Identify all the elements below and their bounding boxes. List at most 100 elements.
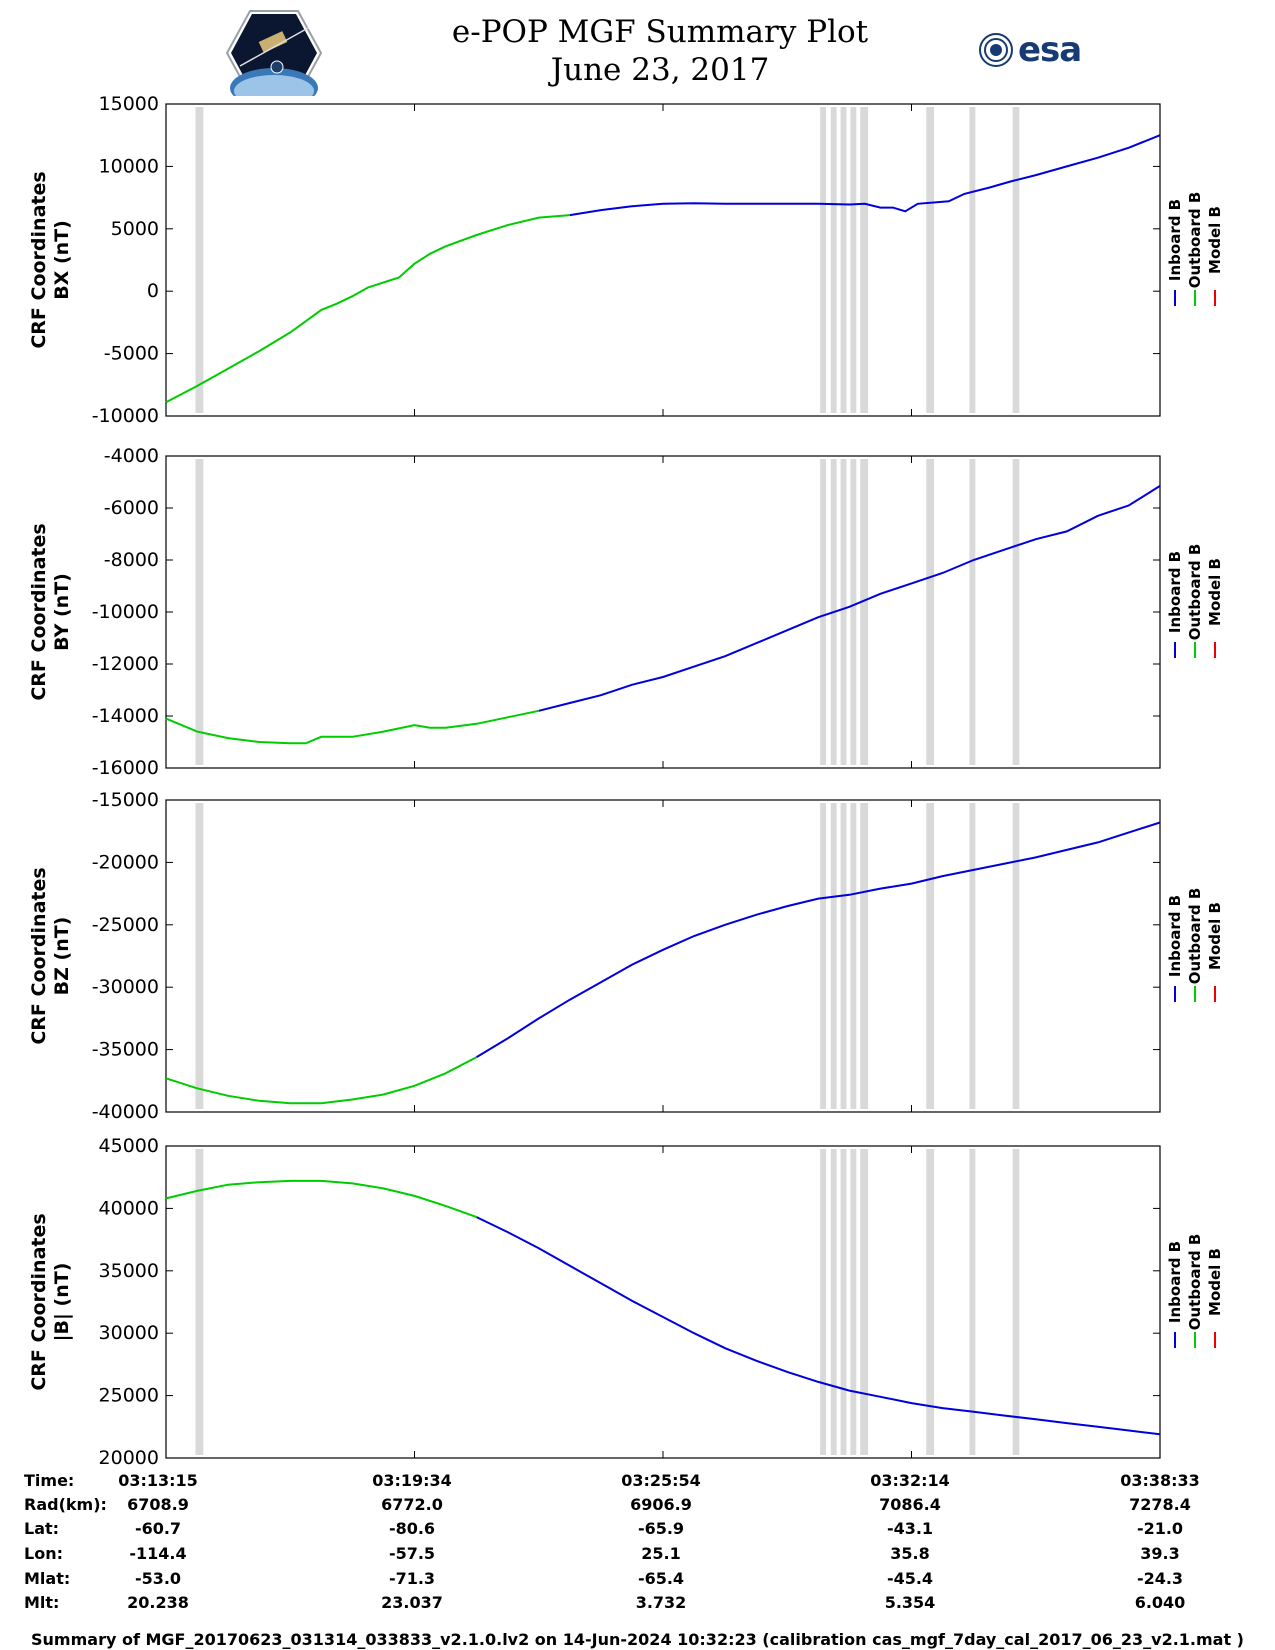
orbit-table-cell: -21.0	[1137, 1519, 1183, 1538]
series-line-outboard	[165, 214, 570, 404]
data-gap-band	[850, 1149, 857, 1455]
y-axis-label: CRF Coordinates	[28, 1213, 50, 1390]
data-gap-band	[830, 107, 837, 413]
orbit-table-cell: 6.040	[1135, 1593, 1186, 1612]
orbit-table-cell: 03:38:33	[1120, 1471, 1200, 1490]
orbit-table-cell: 25.1	[641, 1544, 680, 1563]
orbit-table-cell: -43.1	[887, 1519, 933, 1538]
legend-entry: Outboard B	[1186, 1234, 1204, 1331]
series-line-outboard	[165, 709, 540, 745]
y-tick-label: -4000	[104, 445, 159, 467]
data-gap-band	[969, 803, 976, 1109]
data-gap-band	[969, 1149, 976, 1455]
orbit-table-cell: -114.4	[129, 1544, 186, 1563]
orbit-row-label: Mlat:	[24, 1569, 70, 1588]
series-line-inboard	[476, 1216, 1161, 1436]
y-tick-label: -10000	[92, 405, 159, 427]
esa-logo: esa	[978, 30, 1082, 70]
data-gap-band	[850, 803, 857, 1109]
orbit-table-cell: 03:19:34	[372, 1471, 452, 1490]
legend-entry: Inboard B	[1166, 551, 1184, 633]
legend-entry: Model B	[1206, 902, 1224, 970]
data-gap-band	[820, 1149, 827, 1455]
orbit-table-cell: 6772.0	[381, 1495, 443, 1514]
data-gap-band	[840, 459, 847, 765]
plot-frame	[165, 103, 1161, 417]
orbit-table-cell: -71.3	[389, 1569, 435, 1588]
orbit-table-cell: 7278.4	[1129, 1495, 1191, 1514]
series-line-inboard	[538, 485, 1161, 712]
y-axis-label: BX (nT)	[51, 220, 73, 300]
panel-bz: -40000 -35000 -30000 -25000 -20000 -15000 CRF …	[28, 789, 1224, 1123]
orbit-table-cell: 6906.9	[630, 1495, 692, 1514]
y-axis-label: BZ (nT)	[51, 917, 73, 996]
data-gap-band	[926, 107, 935, 413]
y-tick-label: 0	[147, 280, 159, 302]
data-gap-band	[195, 803, 204, 1109]
series-line-inboard	[476, 821, 1161, 1058]
data-gap-band	[830, 1149, 837, 1455]
orbit-table-cell: -80.6	[389, 1519, 435, 1538]
legend-entry: Outboard B	[1186, 888, 1204, 985]
data-gap-band	[820, 803, 827, 1109]
orbit-table-cell: 23.037	[381, 1593, 443, 1612]
legend-entry: Inboard B	[1166, 1241, 1184, 1323]
orbit-row-label: Lat:	[24, 1519, 59, 1538]
y-tick-label: -25000	[92, 914, 159, 936]
orbit-row-label: Time:	[24, 1471, 74, 1490]
orbit-table-cell: 20.238	[127, 1593, 189, 1612]
y-tick-label: -5000	[104, 343, 159, 365]
y-tick-label: 15000	[99, 93, 159, 115]
orbit-row-label: Rad(km):	[24, 1495, 107, 1514]
orbit-table-cell: 03:13:15	[118, 1471, 198, 1490]
y-axis-label: CRF Coordinates	[28, 867, 50, 1044]
y-tick-label: -6000	[104, 497, 159, 519]
orbit-table-cell: 03:25:54	[621, 1471, 701, 1490]
panel-magbmag: 20000 25000 30000 35000 40000 45000 CRF Coordi…	[28, 1135, 1224, 1469]
legend-entry: Outboard B	[1186, 192, 1204, 289]
orbit-table-cell: -65.4	[638, 1569, 684, 1588]
orbit-table-cell: 5.354	[885, 1593, 936, 1612]
y-tick-label: 5000	[111, 218, 159, 240]
orbit-table-cell: 03:32:14	[870, 1471, 950, 1490]
orbit-table-cell: -65.9	[638, 1519, 684, 1538]
data-gap-band	[195, 1149, 204, 1455]
data-gap-band	[1012, 1149, 1020, 1455]
orbit-table-cell: -53.0	[135, 1569, 181, 1588]
data-gap-band	[850, 107, 857, 413]
data-gap-band	[860, 459, 869, 765]
y-axis-label: BY (nT)	[51, 573, 73, 651]
data-gap-band	[1012, 107, 1020, 413]
data-gap-band	[840, 1149, 847, 1455]
legend-entry: Outboard B	[1186, 544, 1204, 641]
orbit-table-cell: -60.7	[135, 1519, 181, 1538]
plot-frame	[165, 1145, 1161, 1459]
panel-bx: -10000 -5000 0 5000 10000 15000 CRF Coordinate…	[28, 93, 1224, 427]
y-tick-label: -16000	[92, 757, 159, 779]
data-gap-band	[860, 803, 869, 1109]
y-tick-label: -20000	[92, 851, 159, 873]
y-tick-label: 40000	[99, 1197, 159, 1219]
y-tick-label: -40000	[92, 1101, 159, 1123]
data-gap-band	[1012, 803, 1020, 1109]
y-tick-label: -15000	[92, 789, 159, 811]
orbit-table-cell: 35.8	[890, 1544, 929, 1563]
data-gap-band	[969, 459, 976, 765]
data-gap-band	[830, 803, 837, 1109]
data-gap-band	[820, 459, 827, 765]
orbit-table: Time: Rad(km): Lat: Lon: Mlat: Mlt: 03:13:15 67…	[24, 1471, 1200, 1612]
y-axis-label: |B| (nT)	[51, 1263, 73, 1342]
y-tick-label: 35000	[99, 1260, 159, 1282]
data-gap-band	[195, 107, 204, 413]
y-tick-label: 20000	[99, 1447, 159, 1469]
y-tick-label: 30000	[99, 1322, 159, 1344]
footer-caption: Summary of MGF_20170623_031314_033833_v2…	[31, 1630, 1244, 1649]
legend-entry: Model B	[1206, 1248, 1224, 1316]
orbit-row-label: Mlt:	[24, 1593, 59, 1612]
y-tick-label: 10000	[99, 155, 159, 177]
data-gap-band	[850, 459, 857, 765]
data-gap-band	[926, 459, 935, 765]
y-tick-label: -8000	[104, 549, 159, 571]
y-axis-label: CRF Coordinates	[28, 523, 50, 700]
